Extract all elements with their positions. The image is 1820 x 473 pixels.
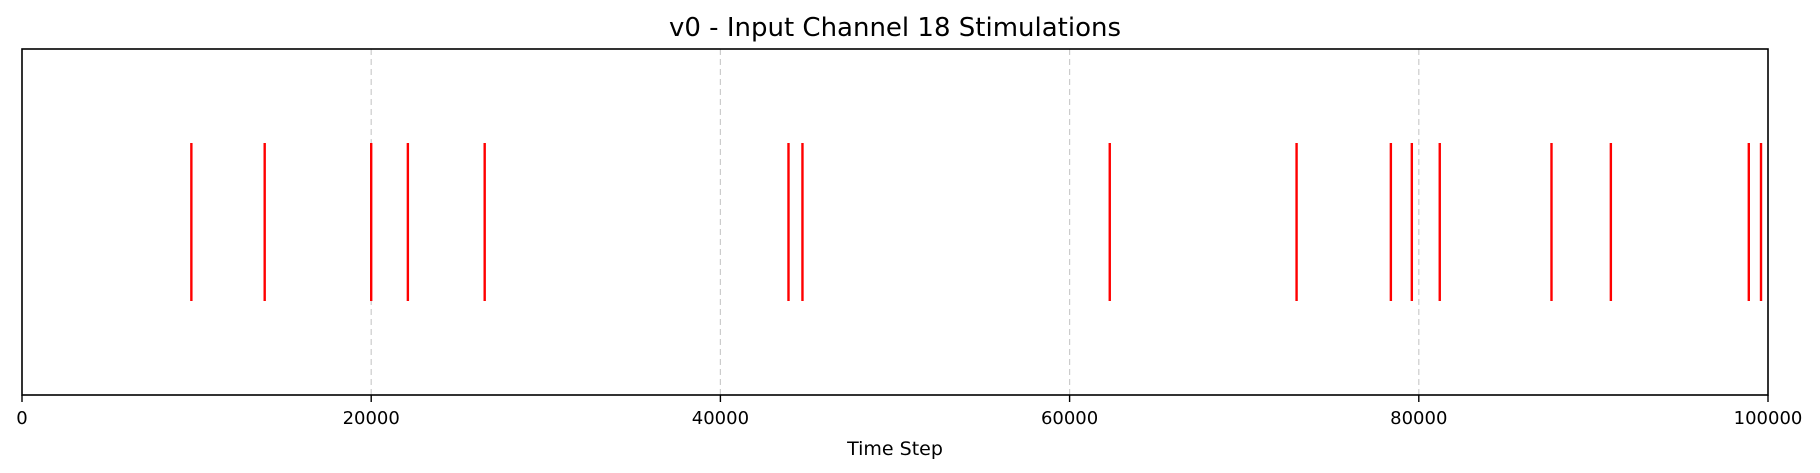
chart-title: v0 - Input Channel 18 Stimulations [669,13,1121,43]
x-axis-ticks: 0 20000 40000 60000 80000 100000 [16,395,1802,429]
x-axis-label: Time Step [846,438,943,460]
grid-lines [370,49,1420,395]
x-tick-label: 40000 [692,408,749,429]
x-tick-label: 0 [16,408,27,429]
event-markers [190,143,1763,301]
x-tick-label: 60000 [1041,408,1098,429]
x-tick-label: 20000 [343,408,400,429]
x-tick-label: 80000 [1390,408,1447,429]
plot-frame [21,48,1769,396]
x-tick-label: 100000 [1734,408,1803,429]
